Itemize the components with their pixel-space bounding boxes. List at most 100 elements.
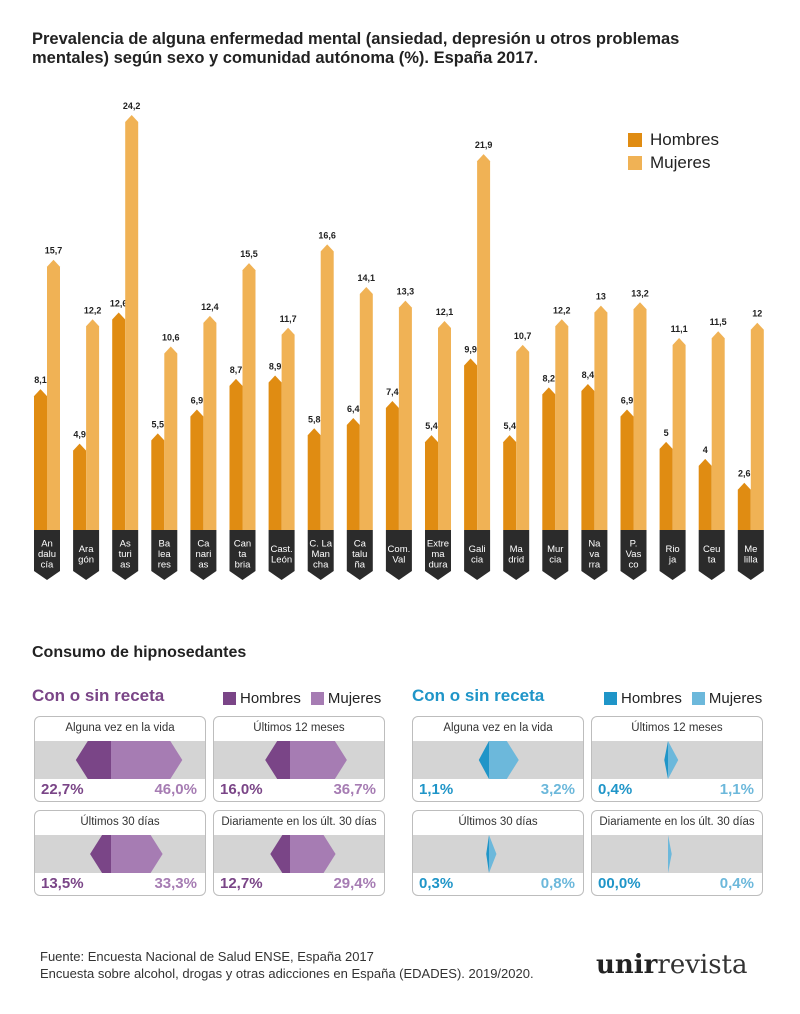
legend-label-mujeres: Mujeres <box>708 690 763 707</box>
value-label-mujeres: 15,7 <box>45 246 63 256</box>
hombres-value: 16,0% <box>220 781 263 798</box>
hombres-hex-bar <box>90 835 111 873</box>
category-label: P. <box>630 539 638 550</box>
hombres-value: 22,7% <box>41 781 84 798</box>
panel-title-blue: Con o sin receta <box>412 686 545 705</box>
mujeres-value: 36,7% <box>333 781 376 798</box>
stat-card: Diariamente en los últ. 30 días 00,0% 0,… <box>591 810 763 896</box>
mujeres-hex-bar <box>111 741 183 779</box>
category-label: ja <box>668 554 677 565</box>
value-label-mujeres: 12,2 <box>84 305 102 315</box>
category-label-bg <box>229 530 256 580</box>
category-label-bg <box>698 530 725 580</box>
category-label: Vas <box>626 549 642 560</box>
category-label: Can <box>234 539 251 550</box>
category-label-bg <box>425 530 451 580</box>
value-label-hombres: 6,9 <box>191 396 204 406</box>
bar-mujeres <box>125 115 139 530</box>
value-label-mujeres: 21,9 <box>475 140 493 150</box>
category-label: as <box>198 560 208 571</box>
panel-title-purple: Con o sin receta <box>32 686 165 705</box>
value-label-hombres: 8,2 <box>543 373 556 383</box>
hombres-value: 1,1% <box>419 781 454 798</box>
category-label: Me <box>744 544 757 555</box>
category-label: Ca <box>354 539 367 550</box>
value-label-hombres: 5,4 <box>425 421 438 431</box>
legend-swatch-mujeres <box>310 692 324 705</box>
category-label: cía <box>41 560 54 571</box>
value-label-hombres: 8,7 <box>230 365 243 375</box>
category-label: Mur <box>547 544 563 555</box>
bar-hombres <box>34 389 47 530</box>
category-label: cia <box>549 554 562 565</box>
card-label: Últimos 30 días <box>458 816 538 828</box>
legend-label-hombres: Hombres <box>240 690 301 707</box>
bar-mujeres <box>242 263 256 530</box>
bar-mujeres <box>555 319 569 530</box>
category-label-bg <box>151 530 178 580</box>
value-label-hombres: 5,8 <box>308 414 321 424</box>
card-label: Últimos 12 meses <box>631 722 723 734</box>
value-label-hombres: 4 <box>703 445 708 455</box>
source-line: Fuente: Encuesta Nacional de Salud ENSE,… <box>40 949 374 964</box>
source-note: Fuente: Encuesta Nacional de Salud ENSE,… <box>40 948 534 982</box>
category-label: cha <box>313 560 329 571</box>
card-band <box>592 835 762 873</box>
value-label-hombres: 2,6 <box>738 469 751 479</box>
bar-hombres <box>542 387 556 530</box>
value-label-mujeres: 11,5 <box>710 317 727 327</box>
card-label: Diariamente en los últ. 30 días <box>221 816 377 828</box>
bar-mujeres <box>281 327 295 530</box>
bar-mujeres <box>750 322 764 530</box>
stat-card: Alguna vez en la vida 22,7% 46,0% <box>34 716 206 802</box>
value-label-mujeres: 11,7 <box>280 314 297 324</box>
category-label: ña <box>355 560 366 571</box>
category-label: turi <box>119 549 132 560</box>
legend-item-mujeres: Mujeres <box>628 151 719 174</box>
category-label: Com. <box>388 544 411 555</box>
source-line: Encuesta sobre alcohol, drogas y otras a… <box>40 966 534 981</box>
legend-swatch-hombres <box>628 132 642 147</box>
value-label-hombres: 8,9 <box>269 361 282 371</box>
category-label: Rio <box>665 544 679 555</box>
value-label-mujeres: 11,1 <box>671 324 688 334</box>
hombres-hex-bar <box>75 741 111 779</box>
value-label-mujeres: 15,5 <box>240 249 258 259</box>
value-label-mujeres: 13 <box>596 292 606 302</box>
category-label-bg <box>542 530 569 580</box>
hex-bar <box>664 741 679 779</box>
bar-mujeres <box>594 305 608 530</box>
category-label: lilla <box>744 554 758 565</box>
bar-hombres <box>464 358 478 530</box>
mujeres-value: 33,3% <box>154 875 197 892</box>
stat-card: Diariamente en los últ. 30 días 12,7% 29… <box>213 810 385 896</box>
category-label: Ba <box>158 539 170 550</box>
hombres-hex-bar <box>486 835 489 873</box>
card-label: Últimos 30 días <box>80 816 160 828</box>
category-label: ma <box>431 549 445 560</box>
category-label-bg <box>620 530 647 580</box>
mujeres-hex-bar <box>111 835 163 873</box>
category-label: res <box>158 560 171 571</box>
chart-title: Prevalencia de alguna enfermedad mental … <box>32 30 680 67</box>
legend-label-hombres: Hombres <box>621 690 682 707</box>
value-label-hombres: 8,1 <box>34 375 47 385</box>
category-label: cia <box>471 554 484 565</box>
hombres-hex-bar <box>265 741 290 779</box>
category-label: nari <box>195 549 211 560</box>
category-label-bg <box>385 530 412 580</box>
unir-revista-logo: unirrevista <box>596 950 748 980</box>
bar-hombres <box>385 401 399 530</box>
value-label-hombres: 6,9 <box>621 396 634 406</box>
category-label-bg <box>268 530 295 580</box>
category-label: as <box>120 560 130 571</box>
category-label: An <box>41 539 53 550</box>
bar-mujeres <box>516 344 530 530</box>
category-label: Gali <box>469 544 486 555</box>
category-label: talu <box>352 549 367 560</box>
bar-hombres <box>112 312 126 530</box>
value-label-mujeres: 12,2 <box>553 305 571 315</box>
legend-label-mujeres: Mujeres <box>650 152 711 172</box>
category-label: va <box>589 549 600 560</box>
mujeres-hex-bar <box>290 835 336 873</box>
